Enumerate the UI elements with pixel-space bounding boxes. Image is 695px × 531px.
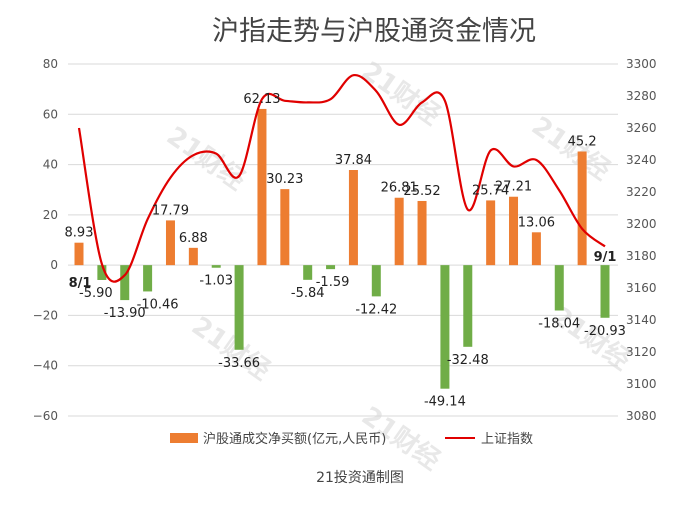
watermark-0: 21财经 bbox=[161, 120, 251, 196]
y-right-tick-label: 3220 bbox=[626, 185, 657, 199]
y-right-tick-label: 3080 bbox=[626, 409, 657, 423]
bar bbox=[394, 197, 404, 266]
y-right-tick-label: 3260 bbox=[626, 121, 657, 135]
data-label: -10.46 bbox=[137, 297, 179, 312]
data-label: 45.2 bbox=[568, 134, 597, 149]
bar bbox=[143, 265, 153, 292]
y-left-tick-label: 0 bbox=[50, 258, 58, 272]
y-right-tick-label: 3140 bbox=[626, 313, 657, 327]
bar bbox=[74, 242, 84, 266]
bar bbox=[600, 265, 610, 318]
bar bbox=[509, 196, 519, 266]
y-right-tick-label: 3300 bbox=[626, 57, 657, 71]
legend-bar-swatch bbox=[170, 433, 198, 443]
data-label: -13.90 bbox=[104, 306, 146, 321]
y-left-tick-label: 80 bbox=[43, 57, 58, 71]
bar bbox=[303, 265, 313, 280]
bar-series bbox=[74, 108, 610, 389]
data-label: -1.03 bbox=[199, 274, 233, 289]
y-left-tick-label: 60 bbox=[43, 107, 58, 121]
data-label: 8.93 bbox=[65, 226, 94, 241]
bar bbox=[486, 200, 496, 266]
y-right-tick-label: 3240 bbox=[626, 153, 657, 167]
data-label: -49.14 bbox=[424, 395, 466, 410]
y-left-tick-label: −40 bbox=[33, 359, 58, 373]
chart-title: 沪指走势与沪股通资金情况 bbox=[212, 16, 536, 47]
y-right-tick-label: 3120 bbox=[626, 345, 657, 359]
y-left-tick-label: −60 bbox=[33, 409, 58, 423]
bar bbox=[326, 265, 336, 270]
y-right-tick-label: 3200 bbox=[626, 217, 657, 231]
data-label: 27.21 bbox=[495, 180, 532, 195]
bar bbox=[257, 108, 267, 266]
start-date-label: 8/1 bbox=[69, 276, 92, 291]
data-label: 25.74 bbox=[472, 183, 509, 198]
data-label: 25.52 bbox=[403, 184, 440, 199]
legend-line-label: 上证指数 bbox=[481, 432, 533, 447]
y-right-tick-label: 3100 bbox=[626, 377, 657, 391]
bar bbox=[234, 265, 244, 350]
y-left-tick-label: 20 bbox=[43, 208, 58, 222]
data-label: -32.48 bbox=[447, 353, 489, 368]
y-right-tick-label: 3180 bbox=[626, 249, 657, 263]
bar bbox=[371, 265, 381, 297]
legend: 沪股通成交净买额(亿元,人民币) 上证指数 bbox=[170, 431, 533, 447]
y-axis-left: 80 60 40 20 0 −20 −40 −60 bbox=[33, 57, 58, 423]
y-left-tick-label: 40 bbox=[43, 158, 58, 172]
data-label: -1.59 bbox=[316, 275, 350, 290]
data-label: -5.84 bbox=[291, 286, 325, 301]
y-right-tick-label: 3280 bbox=[626, 89, 657, 103]
gridlines bbox=[68, 63, 618, 417]
y-axis-right: 3300 3280 3260 3240 3220 3200 3180 3160 3140 3120… bbox=[626, 57, 657, 423]
legend-bar-label: 沪股通成交净买额(亿元,人民币) bbox=[203, 431, 386, 447]
data-label: -12.42 bbox=[355, 302, 397, 317]
data-label: -20.93 bbox=[584, 324, 626, 339]
bar bbox=[531, 232, 541, 266]
bar bbox=[554, 265, 564, 311]
data-label: -18.04 bbox=[538, 317, 580, 332]
watermark-3: 21财经 bbox=[186, 310, 276, 386]
bar bbox=[280, 189, 290, 266]
bar bbox=[577, 151, 587, 266]
bar bbox=[97, 265, 107, 280]
data-label: 26.81 bbox=[381, 181, 418, 196]
data-label: 62.13 bbox=[243, 92, 280, 107]
data-label: -5.90 bbox=[79, 286, 113, 301]
y-left-tick-label: −20 bbox=[33, 308, 58, 322]
bar bbox=[463, 265, 473, 347]
bar bbox=[348, 170, 358, 266]
source-note: 21投资通制图 bbox=[316, 470, 404, 486]
data-label: 37.84 bbox=[335, 153, 372, 168]
bar bbox=[120, 265, 130, 301]
index-line bbox=[77, 74, 606, 283]
y-right-tick-label: 3160 bbox=[626, 281, 657, 295]
bar bbox=[440, 265, 450, 389]
data-label: 13.06 bbox=[518, 215, 555, 230]
data-label: 6.88 bbox=[179, 231, 208, 246]
bar bbox=[165, 220, 175, 266]
end-date-label: 9/1 bbox=[594, 250, 617, 265]
data-label: -33.66 bbox=[218, 356, 260, 371]
bar bbox=[188, 247, 198, 266]
line-series bbox=[77, 74, 606, 283]
data-labels: 8.93 -5.90 -13.90-10.46 17.79 6.88 -1.03 -33.6… bbox=[65, 92, 626, 410]
bar bbox=[211, 265, 221, 268]
data-label: 30.23 bbox=[266, 172, 303, 187]
data-label: 17.79 bbox=[152, 203, 189, 218]
bar bbox=[417, 200, 427, 266]
